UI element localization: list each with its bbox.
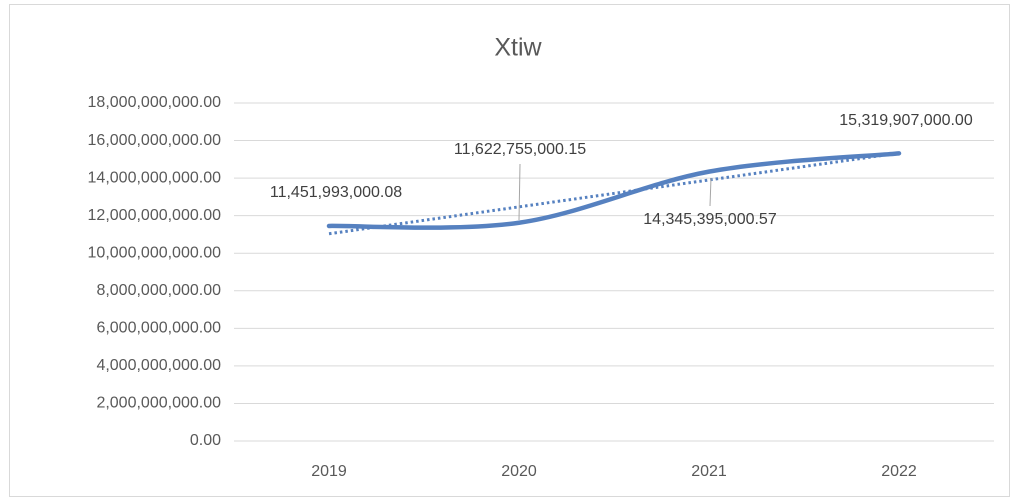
chart-title: Xtiw xyxy=(494,34,542,62)
trendline xyxy=(328,151,900,236)
leader-line xyxy=(518,163,521,221)
y-tick-label: 10,000,000,000.00 xyxy=(88,244,222,261)
data-label: 15,319,907,000.00 xyxy=(839,112,973,129)
y-tick-label: 18,000,000,000.00 xyxy=(88,94,222,111)
chart-frame xyxy=(9,4,1010,497)
leader-line xyxy=(709,177,712,207)
y-tick-label: 8,000,000,000.00 xyxy=(96,282,221,299)
data-label: 14,345,395,000.57 xyxy=(643,211,777,228)
x-tick-label: 2019 xyxy=(311,463,347,480)
x-tick-label: 2020 xyxy=(501,463,537,480)
series-line xyxy=(326,151,902,230)
y-tick-label: 4,000,000,000.00 xyxy=(96,357,221,374)
y-tick-label: 0.00 xyxy=(190,432,221,449)
data-label: 11,622,755,000.15 xyxy=(454,141,586,158)
x-tick-label: 2022 xyxy=(881,463,917,480)
y-tick-label: 16,000,000,000.00 xyxy=(88,132,222,149)
x-tick-label: 2021 xyxy=(691,463,727,480)
y-tick-label: 14,000,000,000.00 xyxy=(88,169,222,186)
y-tick-label: 2,000,000,000.00 xyxy=(96,395,221,412)
y-tick-label: 12,000,000,000.00 xyxy=(88,207,222,224)
data-label: 11,451,993,000.08 xyxy=(270,184,402,201)
y-tick-label: 6,000,000,000.00 xyxy=(96,320,221,337)
